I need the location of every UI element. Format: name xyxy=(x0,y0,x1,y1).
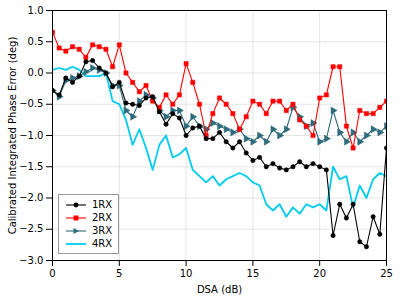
svg-text:−3.0: −3.0 xyxy=(19,255,43,266)
svg-text:5: 5 xyxy=(116,268,122,279)
svg-text:−0.5: −0.5 xyxy=(19,98,43,109)
svg-text:25: 25 xyxy=(380,268,393,279)
html-text:4RX: 4RX xyxy=(92,238,113,249)
html-text:1RX: 1RX xyxy=(92,199,113,210)
svg-text:−2.0: −2.0 xyxy=(19,192,43,203)
svg-text:0.5: 0.5 xyxy=(28,36,44,47)
svg-text:10: 10 xyxy=(180,268,193,279)
svg-text:−1.0: −1.0 xyxy=(19,130,43,141)
svg-text:0: 0 xyxy=(49,268,55,279)
svg-text:−2.5: −2.5 xyxy=(19,223,43,234)
html-text:2RX: 2RX xyxy=(92,212,113,223)
svg-text:1.0: 1.0 xyxy=(28,5,44,16)
svg-text:15: 15 xyxy=(247,268,260,279)
svg-text:−1.5: −1.5 xyxy=(19,161,43,172)
svg-text:Calibrated Integrated Phase Er: Calibrated Integrated Phase Error (deg) xyxy=(7,37,18,235)
svg-text:0.0: 0.0 xyxy=(28,67,44,78)
svg-text:20: 20 xyxy=(313,268,326,279)
svg-text:DSA (dB): DSA (dB) xyxy=(197,284,242,295)
html-text:3RX: 3RX xyxy=(92,225,113,236)
